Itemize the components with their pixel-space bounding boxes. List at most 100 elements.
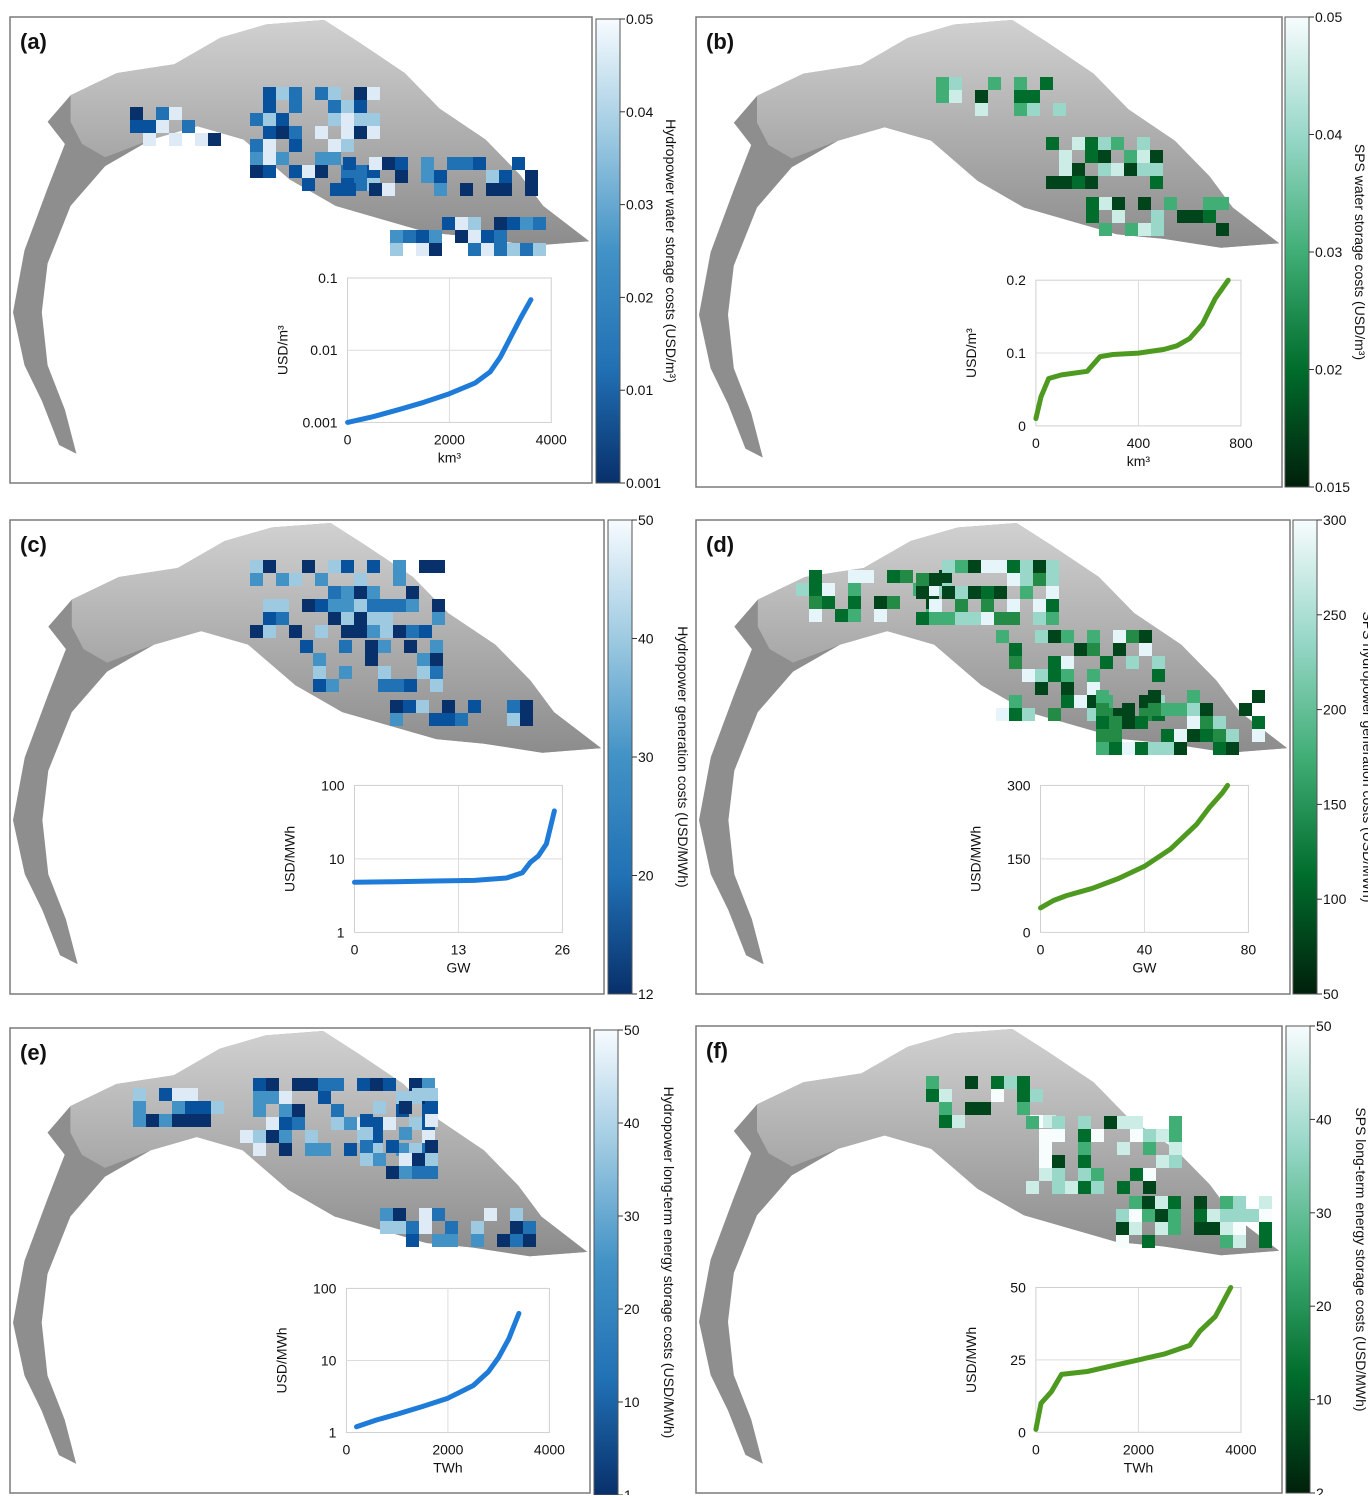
heatmap-cell (1104, 1116, 1117, 1129)
heatmap-cell (1061, 656, 1074, 669)
heatmap-cell (250, 165, 263, 178)
heatmap-cell (1035, 669, 1048, 682)
heatmap-cell (1213, 716, 1226, 729)
heatmap-cell (253, 1078, 266, 1091)
heatmap-cell (276, 87, 289, 100)
heatmap-cell (1007, 612, 1020, 625)
heatmap-cell (1078, 1181, 1091, 1194)
heatmap-cell (1226, 742, 1239, 755)
heatmap-cell (510, 1221, 523, 1234)
heatmap-cell (390, 230, 403, 243)
heatmap-cell (341, 560, 354, 573)
heatmap-cell (263, 165, 276, 178)
heatmap-cell (1007, 560, 1020, 573)
heatmap-cell (1150, 150, 1163, 163)
colorbar (1284, 16, 1310, 488)
heatmap-cell (1252, 716, 1265, 729)
heatmap-cell (367, 87, 380, 100)
colorbar-tick-label: 40 (1316, 1111, 1332, 1127)
colorbar-tick-label: 0.04 (626, 104, 653, 120)
heatmap-cell (386, 1166, 399, 1179)
heatmap-cell (159, 1114, 172, 1127)
heatmap-cell (1009, 643, 1022, 656)
heatmap-cell (481, 230, 494, 243)
panel-b: (b) 0.05 0.04 0.03 0.02 0.015 SPS water storag… (695, 9, 1368, 495)
heatmap-cell (370, 1143, 383, 1156)
heatmap-cell (1117, 1142, 1130, 1155)
heatmap-cell (442, 700, 455, 713)
inset-ytick-label: 1 (337, 924, 345, 940)
heatmap-cell (1168, 1196, 1181, 1209)
heatmap-cell (939, 1102, 952, 1115)
colorbar-tick-label: 200 (1323, 702, 1347, 718)
heatmap-cell (1033, 612, 1046, 625)
heatmap-cell (1014, 103, 1027, 116)
heatmap-cell (1027, 103, 1040, 116)
heatmap-cell (390, 713, 403, 726)
heatmap-cell (1150, 163, 1163, 176)
colorbar-tick-label: 2 (1316, 1485, 1324, 1495)
heatmap-cell (1200, 716, 1213, 729)
heatmap-cell (1125, 223, 1138, 236)
heatmap-cell (1130, 1129, 1143, 1142)
heatmap-cell (404, 679, 417, 692)
heatmap-cell (276, 113, 289, 126)
heatmap-cell (404, 640, 417, 653)
heatmap-cell (1033, 599, 1046, 612)
inset-ytick-label: 10 (321, 1352, 337, 1368)
heatmap-cell (380, 612, 393, 625)
heatmap-cell (263, 599, 276, 612)
heatmap-cell (276, 573, 289, 586)
heatmap-cell (1169, 1142, 1182, 1155)
heatmap-cell (1142, 1235, 1155, 1248)
heatmap-cell (1072, 163, 1085, 176)
heatmap-cell (1111, 163, 1124, 176)
heatmap-cell (1194, 1196, 1207, 1209)
heatmap-cell (1233, 1196, 1246, 1209)
heatmap-cell (796, 583, 809, 596)
inset-ytick-label: 0 (1018, 418, 1026, 434)
heatmap-cell (471, 1234, 484, 1247)
panel-a: (a) 0.05 0.04 0.03 0.02 0.01 0.001 Hydropower w… (9, 11, 679, 491)
heatmap-cell (1190, 210, 1203, 223)
colorbar-tick-label: 10 (624, 1394, 640, 1410)
heatmap-cell (1220, 1222, 1233, 1235)
panel-label: (a) (20, 29, 47, 54)
heatmap-cell (887, 570, 900, 583)
heatmap-cell (328, 139, 341, 152)
heatmap-cell (848, 596, 861, 609)
heatmap-cell (313, 653, 326, 666)
heatmap-cell (406, 1221, 419, 1234)
heatmap-cell (409, 1143, 422, 1156)
heatmap-cell (429, 713, 442, 726)
heatmap-cell (360, 1153, 373, 1166)
heatmap-cell (916, 573, 929, 586)
heatmap-cell (289, 87, 302, 100)
inset-xlabel: GW (446, 959, 471, 975)
colorbar-tick-label: 100 (1323, 891, 1347, 907)
heatmap-cell (929, 599, 942, 612)
heatmap-cell (263, 87, 276, 100)
heatmap-cell (382, 157, 395, 170)
heatmap-cell (357, 1078, 370, 1091)
inset-xtick-label: 0 (1037, 941, 1045, 957)
heatmap-cell (1026, 1116, 1039, 1129)
inset-xtick-label: 0 (351, 941, 359, 957)
heatmap-cell (981, 560, 994, 573)
colorbar-tick-label: 0.01 (626, 382, 653, 398)
heatmap-cell (1135, 716, 1148, 729)
heatmap-cell (1017, 1089, 1030, 1102)
inset-series-line (352, 808, 557, 885)
heatmap-cell (263, 113, 276, 126)
colorbar-tick-label: 30 (638, 749, 654, 765)
heatmap-cell (988, 77, 1001, 90)
heatmap-cell (1112, 197, 1125, 210)
heatmap-cell (1233, 1209, 1246, 1222)
heatmap-cell (429, 230, 442, 243)
heatmap-cell (130, 120, 143, 133)
heatmap-cell (533, 217, 546, 230)
heatmap-cell (354, 612, 367, 625)
heatmap-cell (1122, 716, 1135, 729)
heatmap-cell (1220, 1209, 1233, 1222)
colorbar-tick-label: 0.05 (626, 11, 653, 27)
